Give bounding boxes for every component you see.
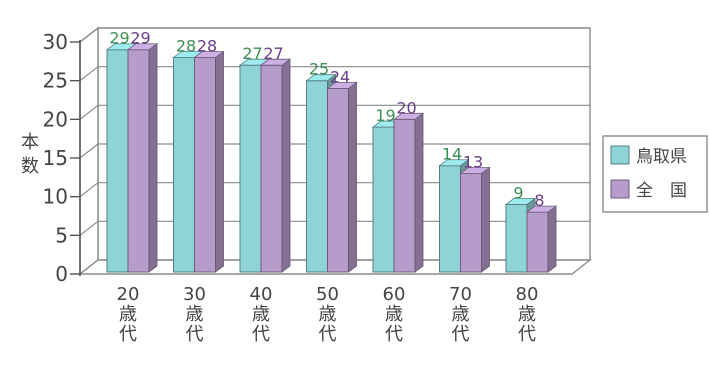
data-label: 24 [330, 67, 350, 86]
data-label: 20 [396, 98, 416, 117]
x-tick-label: 代 [452, 324, 470, 345]
bar-national [393, 118, 416, 273]
grid-line [79, 182, 590, 198]
legend-label: 鳥取県 [636, 147, 687, 167]
legend-swatch [610, 179, 630, 199]
legend-label: 全 国 [636, 181, 687, 201]
x-tick-label: 50 [316, 284, 339, 305]
legend-swatch [610, 145, 630, 165]
data-label: 9 [513, 183, 523, 202]
bar-side [547, 205, 557, 273]
data-label: 28 [176, 36, 196, 55]
bar-top [305, 74, 337, 82]
data-label: 25 [309, 60, 329, 79]
x-tick-label: 20 [117, 284, 140, 305]
grid-line [79, 27, 590, 43]
bar-national [127, 49, 150, 273]
y-tick-label: 30 [43, 30, 68, 54]
bar-side [148, 42, 158, 273]
bar-top [126, 43, 159, 51]
bar-side [281, 58, 291, 273]
grid-line [79, 143, 590, 159]
x-tick-label: 40 [250, 284, 273, 305]
x-tick-label: 代 [186, 324, 204, 345]
data-label: 28 [197, 36, 217, 55]
bar-tottori [106, 49, 129, 273]
bar-side [215, 50, 224, 273]
data-label: 29 [109, 29, 129, 48]
data-label: 27 [242, 44, 262, 63]
bar-tottori [306, 80, 328, 273]
x-tick-label: 80 [516, 284, 539, 305]
bar-tottori [439, 165, 461, 273]
x-tick-label: 歳 [518, 304, 536, 325]
data-label: 29 [130, 29, 150, 48]
bar-national [526, 211, 549, 273]
x-tick-label: 代 [252, 324, 270, 345]
data-label: 13 [463, 152, 483, 171]
data-label: 19 [375, 106, 395, 125]
x-tick-label: 70 [449, 284, 472, 305]
bar-top [392, 112, 425, 120]
grid-line [79, 220, 590, 236]
x-tick-label: 30 [183, 284, 206, 305]
bar-national [260, 64, 283, 273]
bar-national [460, 172, 482, 273]
y-tick-label: 10 [43, 185, 68, 209]
grid-line [79, 66, 590, 82]
bar-side [481, 166, 490, 273]
x-tick-label: 代 [319, 324, 337, 345]
data-label: 27 [263, 44, 283, 63]
x-tick-label: 歳 [319, 304, 337, 325]
bar-tottori [372, 126, 395, 273]
bar-side [414, 112, 424, 273]
bar-top [459, 167, 491, 174]
bar-top [438, 159, 470, 167]
x-tick-label: 60 [383, 284, 406, 305]
y-tick-label: 15 [43, 146, 68, 170]
bar-national [327, 87, 349, 273]
bar-top [193, 51, 225, 58]
x-tick-label: 代 [385, 324, 403, 345]
x-tick-label: 歳 [252, 304, 270, 325]
bar-top [326, 82, 358, 89]
grid-line [79, 104, 590, 120]
x-tick-label: 代 [518, 324, 536, 345]
data-labels: 29 29 28 28 27 27 25 24 19 20 14 13 9 8 [109, 29, 544, 210]
x-tick-label: 歳 [385, 304, 403, 325]
bar-tottori [239, 64, 262, 273]
y-tick-label: 25 [43, 69, 68, 93]
bars [105, 42, 558, 273]
x-tick-label: 歳 [119, 304, 137, 325]
bar-tottori [173, 56, 195, 273]
y-tick-label: 5 [55, 223, 68, 247]
bar-tottori [505, 203, 528, 273]
x-tick-label: 代 [119, 324, 137, 345]
bar-top [504, 197, 537, 205]
x-tick-label: 歳 [452, 304, 470, 325]
x-tick-label: 歳 [186, 304, 204, 325]
bar-top [259, 58, 292, 66]
data-label: 8 [534, 191, 544, 210]
y-axis: 0 5 10 15 20 25 30 本数 [21, 30, 81, 286]
y-axis-title-char: 数 [21, 156, 39, 177]
bar-top [525, 205, 558, 213]
bar-side [348, 81, 357, 273]
y-tick-label: 0 [55, 262, 68, 286]
bar-national [194, 56, 216, 273]
data-label: 14 [442, 145, 462, 164]
y-tick-label: 20 [43, 107, 68, 131]
y-axis-title-char: 本 [21, 132, 39, 153]
